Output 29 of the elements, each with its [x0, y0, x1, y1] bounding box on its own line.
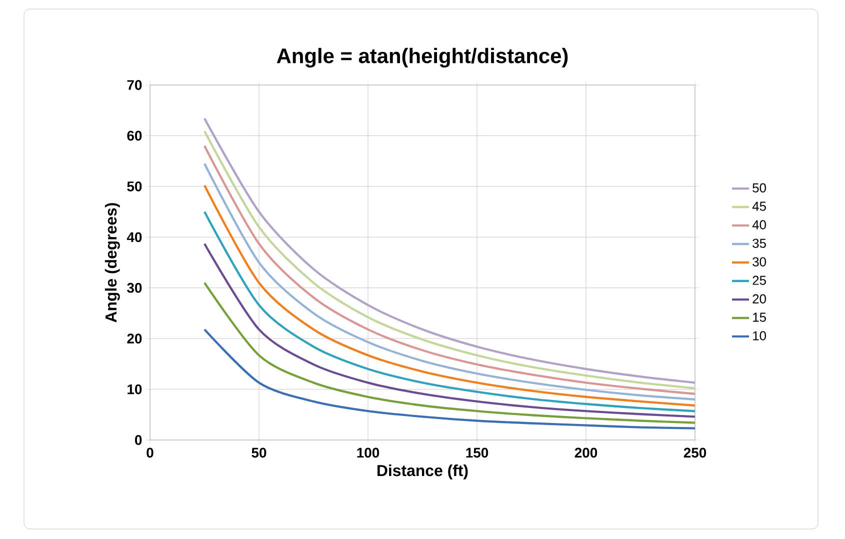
y-tick-label: 0 [135, 435, 142, 445]
legend-label: 15 [753, 312, 766, 322]
line-series [203, 328, 696, 430]
y-tick-label: 70 [127, 80, 142, 90]
x-axis-title: Distance (ft) [378, 464, 468, 480]
y-tick-label: 60 [127, 130, 142, 141]
legend-label: 30 [752, 257, 766, 266]
line-series [203, 282, 696, 424]
y-axis-title: Angle (degrees) [104, 203, 120, 322]
y-tick-label: 30 [127, 282, 142, 293]
x-tick-label: 150 [466, 448, 488, 458]
legend-label: 25 [752, 276, 766, 285]
x-tick-label: 250 [684, 448, 706, 458]
chart-title: Angle = atan(height/distance) [276, 48, 568, 68]
x-tick-label: 200 [574, 448, 598, 458]
y-tick-label: 50 [127, 181, 142, 192]
x-tick-label: 50 [252, 448, 266, 458]
y-tick-label: 20 [127, 334, 142, 344]
line-series [203, 242, 696, 418]
x-tick-label: 100 [357, 448, 380, 458]
legend-label: 50 [752, 183, 766, 192]
y-tick-label: 10 [128, 384, 142, 394]
x-tick-label: 0 [146, 448, 154, 458]
legend-label: 40 [752, 220, 766, 230]
legend-label: 20 [752, 294, 766, 304]
y-tick-label: 40 [126, 232, 142, 242]
legend-label: 35 [752, 238, 766, 248]
legend-label: 45 [752, 202, 766, 211]
legend-label: 10 [753, 331, 766, 340]
